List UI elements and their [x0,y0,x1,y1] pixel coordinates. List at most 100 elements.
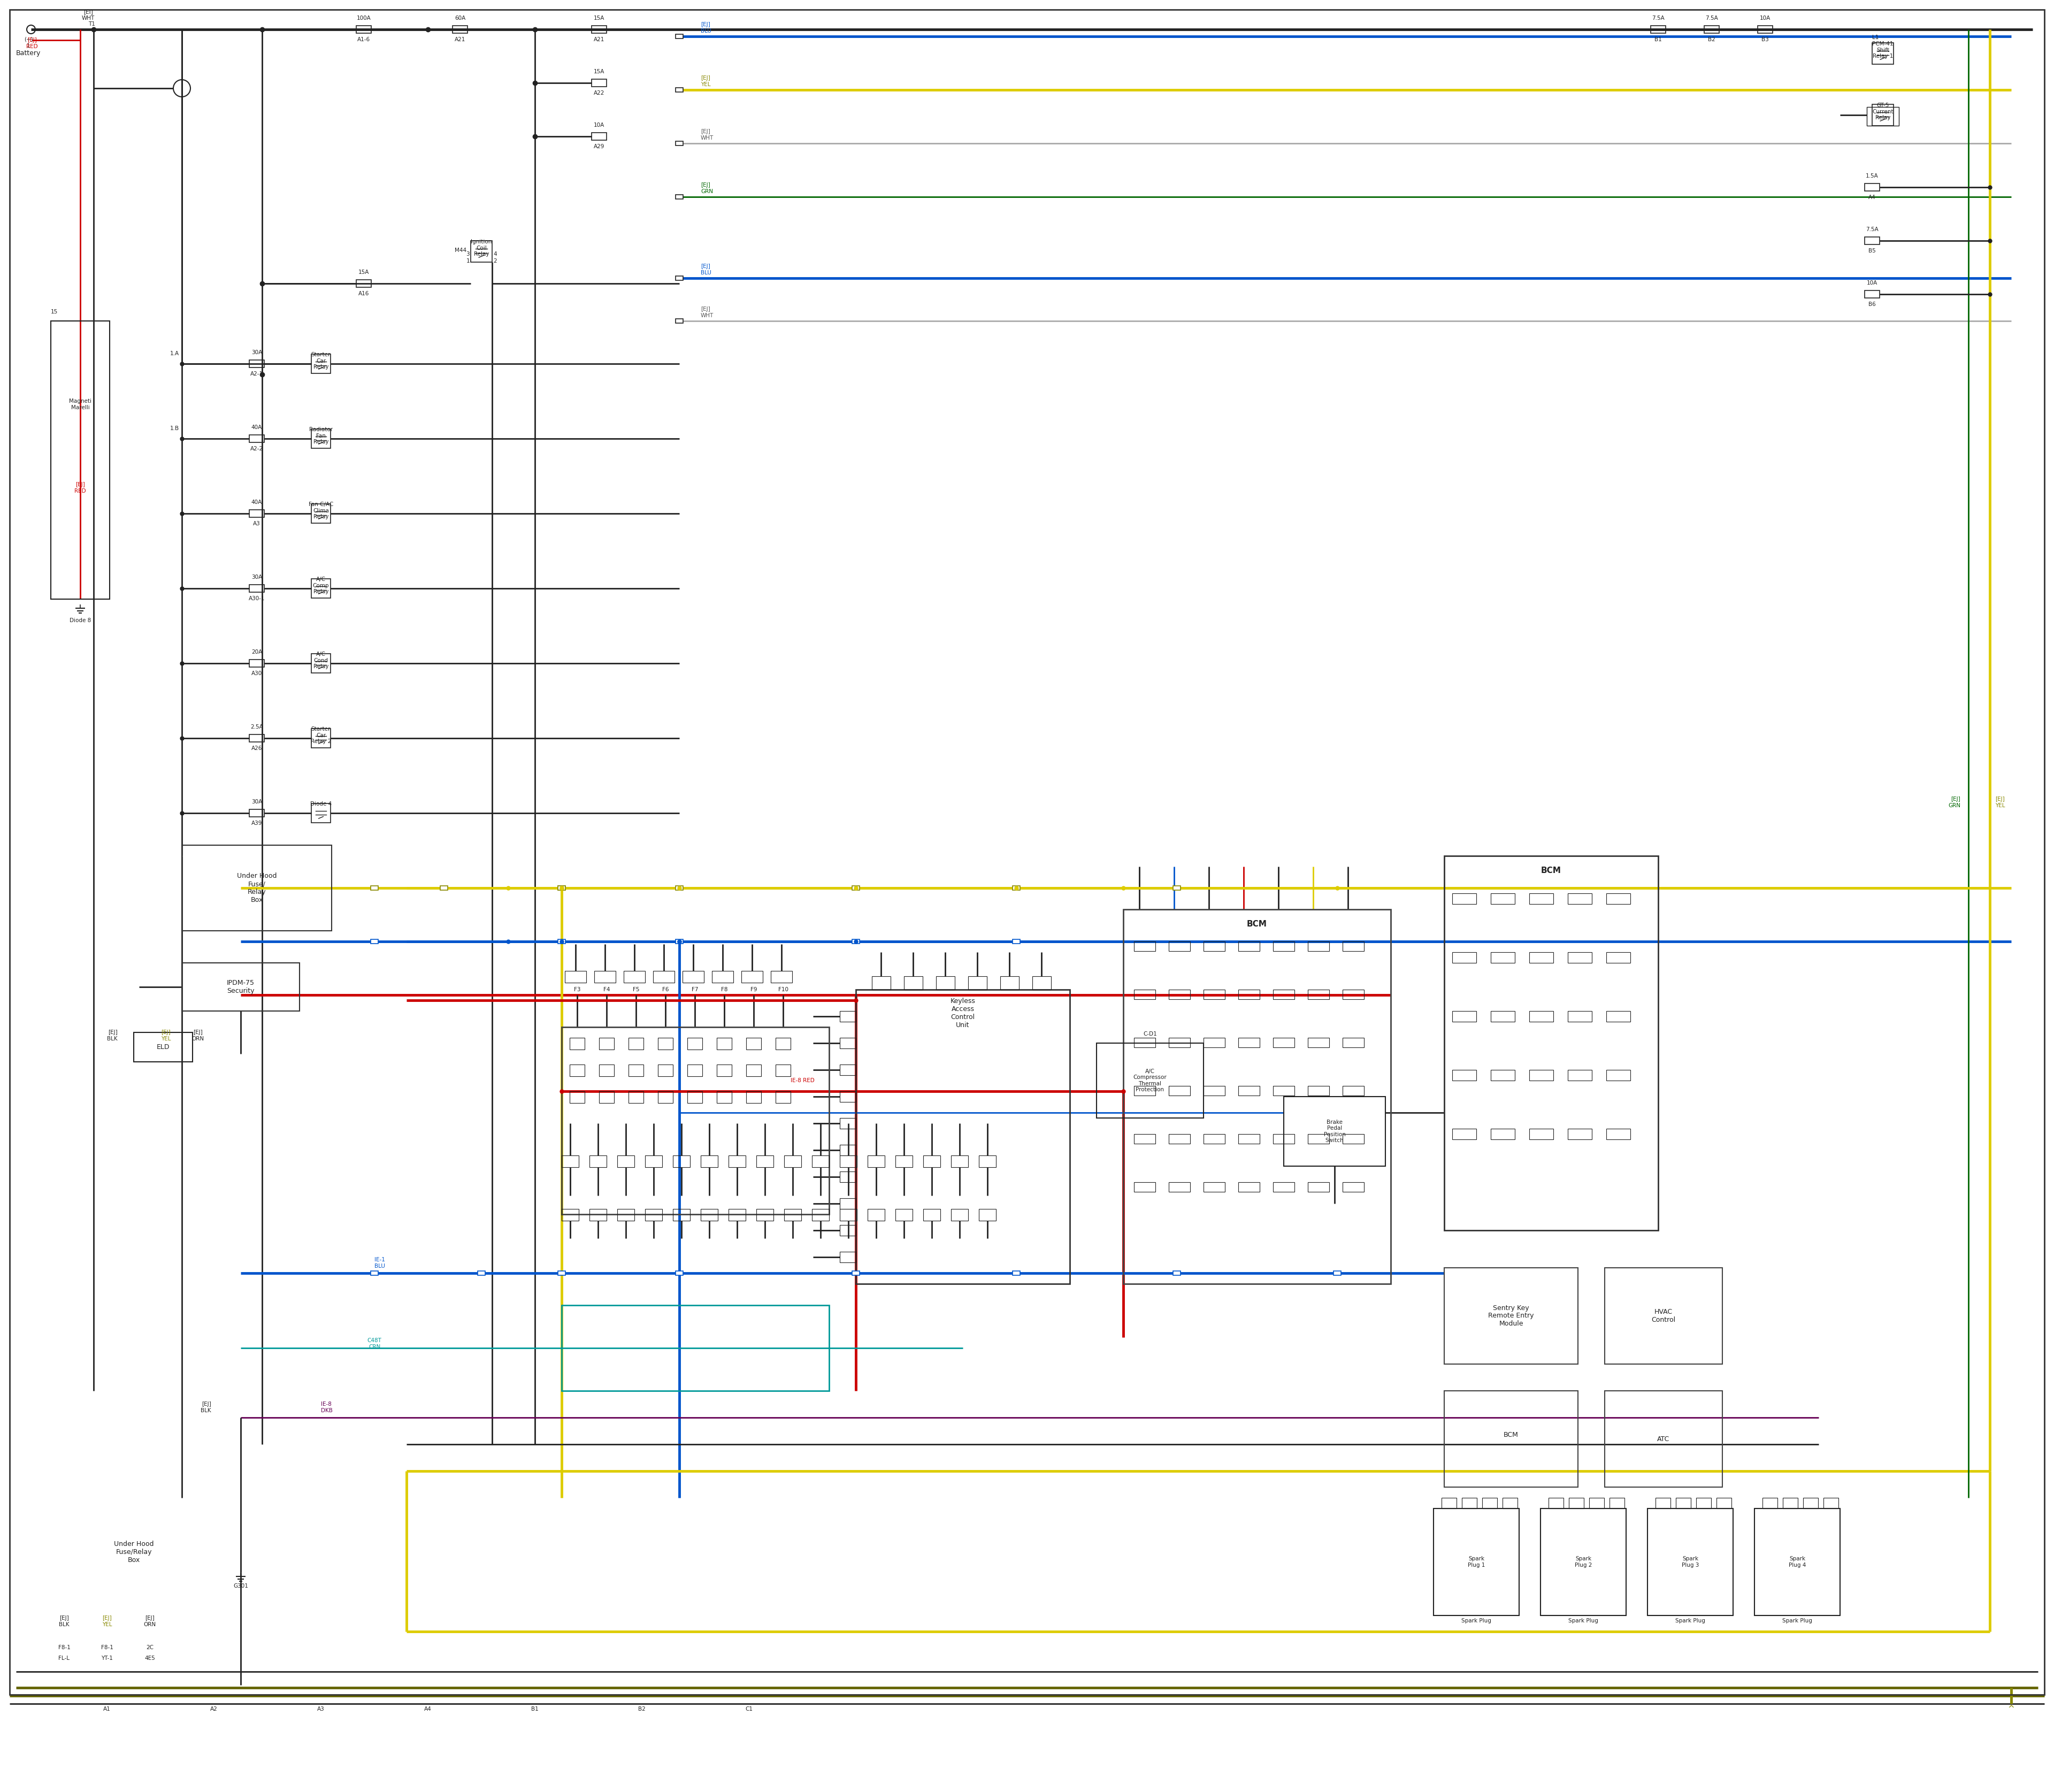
Text: 2C: 2C [146,1645,154,1650]
Text: [EJ]
YEL: [EJ] YEL [1994,797,2005,808]
Bar [1173,1271,1181,1276]
Bar [1705,25,1719,34]
Text: 10A: 10A [1760,16,1771,22]
Text: ^: ^ [2009,1704,2015,1713]
Bar [746,1064,762,1077]
Text: [EJ]
BLK: [EJ] BLK [60,1615,70,1627]
Bar [1134,1086,1154,1095]
Bar [1530,952,1553,962]
Bar [1434,1509,1520,1615]
Bar [249,360,265,367]
Bar [840,1156,857,1167]
Text: F4: F4 [604,987,610,993]
Text: F8: F8 [721,987,727,993]
Bar [676,1271,684,1276]
Bar [785,1210,801,1220]
Text: [EJ]
ORN: [EJ] ORN [191,1030,203,1041]
Text: B2: B2 [639,1706,645,1711]
Bar [653,971,674,982]
Bar [713,971,733,982]
Bar [840,1226,857,1236]
Bar [559,1271,565,1276]
Bar [561,1027,830,1215]
Bar [852,1271,859,1276]
Bar [867,1210,885,1220]
Bar [676,88,684,91]
Bar [951,1156,967,1167]
Text: G301: G301 [234,1584,249,1590]
Bar [840,1199,857,1210]
Text: [EJ]
BLU: [EJ] BLU [700,22,711,34]
Bar [1204,941,1224,952]
Bar [811,1156,830,1167]
Text: [EI]
WHT: [EI] WHT [82,9,94,22]
Text: [EJ]
BLK: [EJ] BLK [107,1030,117,1041]
Bar [770,971,793,982]
Bar [1824,1498,1838,1509]
Bar [1308,1086,1329,1095]
Bar [840,1011,857,1021]
Bar [1343,989,1364,1000]
Bar [370,1271,378,1276]
Bar [1530,894,1553,903]
Text: A30-1: A30-1 [249,597,265,602]
Text: 30A: 30A [251,349,263,355]
Bar [1239,1086,1259,1095]
Bar [674,1210,690,1220]
Bar [1134,989,1154,1000]
Bar [600,1038,614,1050]
Bar [312,803,331,823]
Bar [1491,894,1516,903]
Text: 10A: 10A [1867,280,1877,285]
Bar [676,939,684,944]
Bar [1204,1134,1224,1143]
Text: A39: A39 [251,821,263,826]
Bar [700,1156,717,1167]
Bar [852,885,859,891]
Bar [1606,1011,1631,1021]
Text: A1: A1 [103,1706,111,1711]
Text: C1: C1 [746,1706,752,1711]
Bar [312,729,331,747]
Text: Starter
Car
Relay 2: Starter Car Relay 2 [310,726,331,744]
Text: A22: A22 [594,90,604,95]
Bar [1604,1391,1723,1487]
Text: 4E5: 4E5 [144,1656,154,1661]
Bar [657,1064,674,1077]
Text: Spark
Plug 4: Spark Plug 4 [1789,1555,1805,1568]
Bar [1651,25,1666,34]
Bar [1124,909,1391,1283]
Text: [EJ]
YEL: [EJ] YEL [103,1615,111,1627]
Bar [629,1038,643,1050]
Text: A4: A4 [1869,195,1875,201]
Bar [370,939,378,944]
Bar [1871,104,1894,125]
Bar [1134,941,1154,952]
Bar [1343,1134,1364,1143]
Text: Battery: Battery [16,50,41,57]
Text: Spark Plug: Spark Plug [1676,1618,1705,1624]
Bar [785,1156,801,1167]
Text: [EJ]
BLU: [EJ] BLU [700,263,711,276]
Bar [1343,1038,1364,1047]
Bar [1865,237,1879,244]
Bar [700,1210,717,1220]
Text: A21: A21 [594,38,604,43]
Text: A30: A30 [251,670,263,676]
Text: A21: A21 [454,38,466,43]
Bar [1204,1183,1224,1192]
Bar [1530,1129,1553,1140]
Bar [1134,1134,1154,1143]
Bar [370,885,378,891]
Text: F7: F7 [692,987,698,993]
Bar [1444,857,1658,1231]
Bar [1204,1086,1224,1095]
Bar [1452,894,1477,903]
Bar [676,34,684,38]
Bar [682,971,705,982]
Bar [1504,1498,1518,1509]
Text: YT-1: YT-1 [101,1656,113,1661]
Bar [1013,939,1021,944]
Bar [1169,1134,1189,1143]
Text: IPDM-75
Security: IPDM-75 Security [226,980,255,995]
